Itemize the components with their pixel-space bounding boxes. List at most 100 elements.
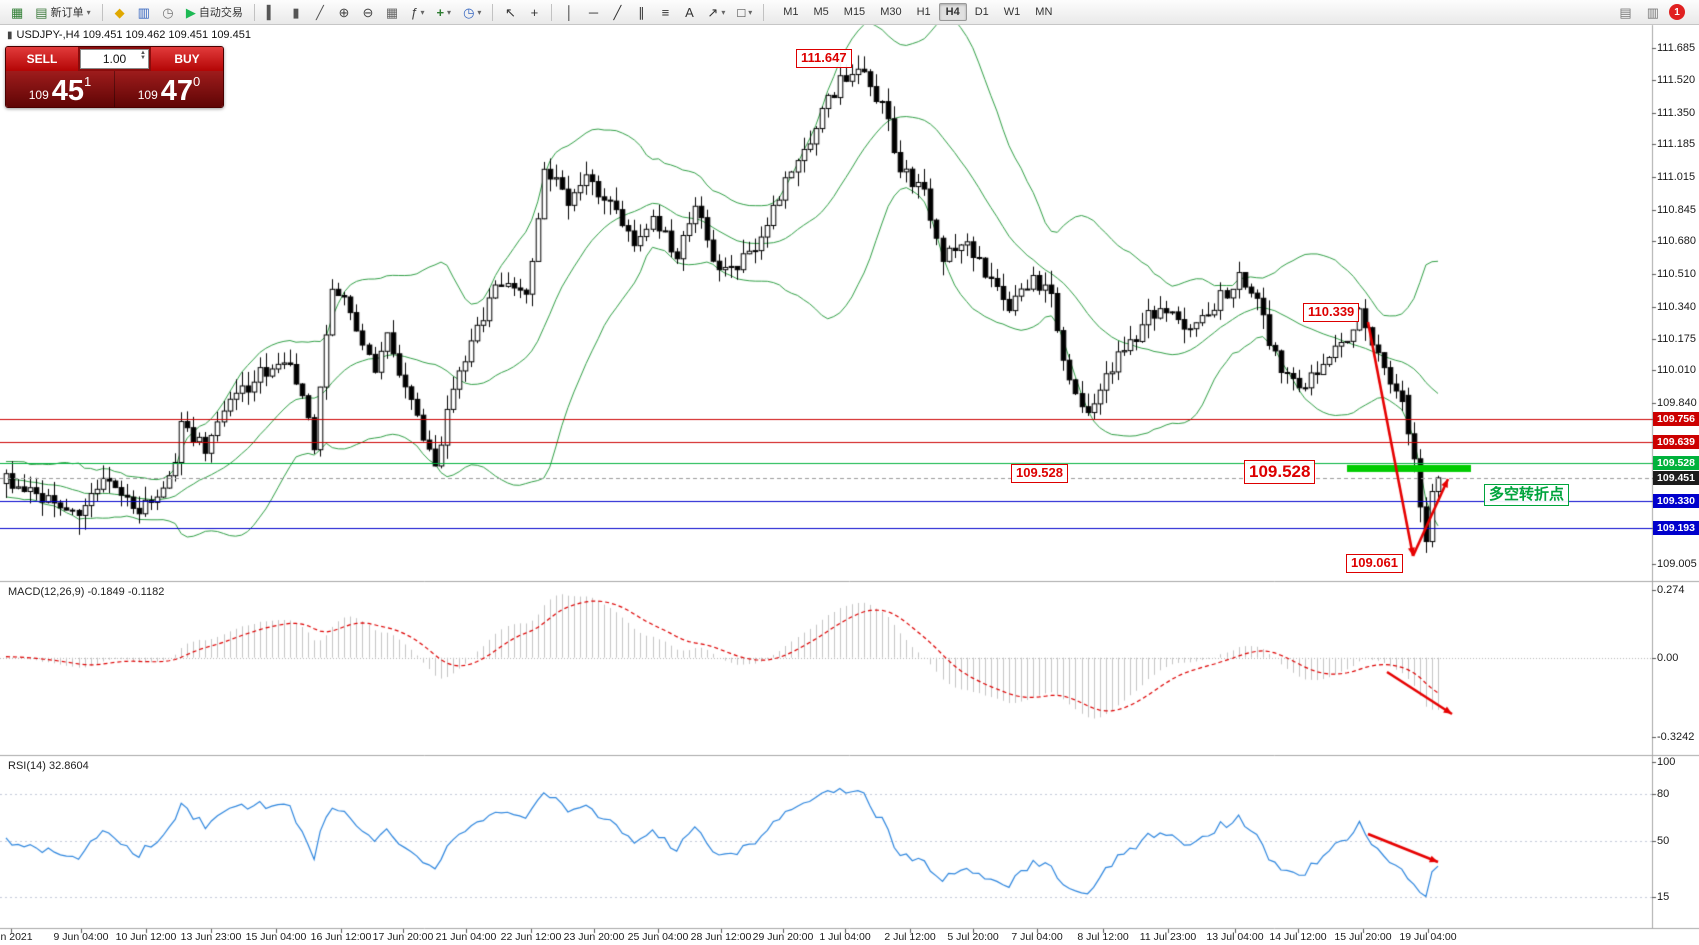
line-chart-icon: ╱: [315, 4, 324, 20]
cursor-icon: ↖: [504, 4, 516, 20]
notification-badge[interactable]: 1: [1669, 4, 1685, 20]
chevron-down-icon: ▾: [86, 7, 91, 17]
toolbar-separator: [763, 3, 765, 21]
timeframe-H1[interactable]: H1: [916, 6, 931, 18]
price-annotation[interactable]: 109.528: [1244, 460, 1316, 485]
candlestick-chart-icon: ▮: [292, 4, 300, 20]
timeframe-D1[interactable]: D1: [974, 6, 989, 18]
panel-icon: ▥: [1646, 4, 1659, 20]
timeframe-M30[interactable]: M30: [880, 6, 902, 18]
time-tick: 22 Jun 12:00: [500, 931, 562, 943]
auto-trading-button[interactable]: ▶ 自动交易: [181, 2, 248, 23]
timeframe-M1[interactable]: M1: [783, 6, 799, 18]
layout-button[interactable]: ▤: [1614, 2, 1636, 23]
line-chart-button[interactable]: ╱: [309, 2, 331, 23]
volume-stepper[interactable]: ▲ ▼: [140, 50, 146, 62]
buy-button[interactable]: BUY: [151, 47, 223, 71]
price-annotation[interactable]: 111.647: [796, 49, 852, 68]
toolbar-right-cluster: ▤ ▥ 1: [1614, 2, 1693, 23]
chart-window-button[interactable]: ▦: [6, 2, 28, 23]
price-tick: 111.185: [1657, 138, 1696, 151]
clock-icon: ◷: [162, 4, 174, 20]
macd-scale-tick: 0.274: [1657, 584, 1685, 597]
metaeditor-button[interactable]: ◆: [109, 2, 131, 23]
time-tick: 11 Jul 23:00: [1139, 931, 1197, 943]
text-annotation[interactable]: 多空转折点: [1484, 484, 1570, 506]
data-window-button[interactable]: ◷: [157, 2, 179, 23]
toolbar-separator: [492, 3, 494, 21]
zoom-in-button[interactable]: ⊕: [333, 2, 355, 23]
metaeditor-icon: ◆: [114, 4, 125, 20]
vertical-line-icon: │: [565, 4, 574, 20]
price-level-label: 109.756: [1653, 412, 1699, 427]
fibonacci-tool-button[interactable]: ≡: [654, 2, 676, 23]
time-tick: 1 Jul 04:00: [819, 931, 871, 943]
time-tick: 29 Jun 20:00: [752, 931, 814, 943]
tile-windows-button[interactable]: ▦: [381, 2, 403, 23]
trade-panel-price-row: 109 45 1 109 47 0: [6, 71, 223, 107]
timeframe-toolbar: M1 M5 M15 M30 H1 H4 D1 W1 MN: [776, 3, 1059, 21]
time-tick: 7 Jul 04:00: [1011, 931, 1063, 943]
time-tick: 2 Jul 12:00: [884, 931, 936, 943]
shapes-tool-button[interactable]: □ ▾: [732, 2, 757, 23]
bar-chart-button[interactable]: ▍: [261, 2, 283, 23]
market-watch-button[interactable]: ▥: [133, 2, 155, 23]
price-tick: 111.015: [1657, 170, 1696, 183]
periods-button[interactable]: ◷ ▾: [458, 2, 486, 23]
candle-chart-button[interactable]: ▮: [285, 2, 307, 23]
buy-price[interactable]: 109 47 0: [114, 71, 223, 107]
cursor-tool-button[interactable]: ↖: [499, 2, 521, 23]
time-tick: 25 Jun 04:00: [627, 931, 689, 943]
price-tick: 110.680: [1657, 235, 1696, 248]
time-tick: 15 Jun 04:00: [245, 931, 307, 943]
sell-price-big: 45: [51, 75, 85, 107]
buy-price-sup: 0: [193, 74, 201, 89]
time-tick: 10 Jun 12:00: [115, 931, 177, 943]
horizontal-line-tool-button[interactable]: ─: [582, 2, 604, 23]
main-toolbar: ▦ ▤ 新订单 ▾ ◆ ▥ ◷ ▶ 自动交易 ▍ ▮ ╱ ⊕ ⊖ ▦ ƒ ▾ +…: [0, 0, 1699, 25]
price-annotation[interactable]: 109.061: [1346, 554, 1403, 573]
text-icon: A: [685, 4, 694, 20]
channel-tool-button[interactable]: ∥: [630, 2, 652, 23]
chevron-down-icon: ▾: [477, 7, 482, 17]
sell-button[interactable]: SELL: [6, 47, 78, 71]
zoom-out-button[interactable]: ⊖: [357, 2, 379, 23]
plus-icon: +: [436, 4, 445, 20]
panel-button[interactable]: ▥: [1642, 2, 1664, 23]
text-tool-button[interactable]: A: [678, 2, 700, 23]
sell-price[interactable]: 109 45 1: [6, 71, 114, 107]
timeframe-MN[interactable]: MN: [1035, 6, 1053, 18]
volume-input[interactable]: 1.00 ▲ ▼: [80, 49, 149, 69]
price-annotation[interactable]: 110.339: [1303, 303, 1360, 322]
time-tick: 5 Jul 20:00: [947, 931, 999, 943]
indicators-button[interactable]: ƒ ▾: [405, 2, 429, 23]
rsi-scale-tick: 15: [1657, 891, 1670, 904]
price-level-label: 109.193: [1653, 520, 1699, 535]
crosshair-tool-button[interactable]: +: [523, 2, 545, 23]
timeframe-W1[interactable]: W1: [1003, 6, 1021, 18]
macd-indicator-label: MACD(12,26,9) -0.1849 -0.1182: [8, 586, 165, 598]
new-order-button[interactable]: ▤ 新订单 ▾: [30, 2, 95, 23]
timeframe-M15[interactable]: M15: [843, 6, 866, 18]
timeframe-M5[interactable]: M5: [813, 6, 829, 18]
time-tick: 17 Jun 20:00: [372, 931, 434, 943]
trendline-tool-button[interactable]: ╱: [606, 2, 628, 23]
tile-windows-icon: ▦: [385, 4, 399, 20]
timeframe-H4[interactable]: H4: [938, 3, 967, 21]
arrows-tool-button[interactable]: ↗ ▾: [702, 2, 730, 23]
symbol-ohlc-readout: ▮ USDJPY-,H4 109.451 109.462 109.451 109…: [7, 29, 251, 41]
vertical-line-tool-button[interactable]: │: [558, 2, 580, 23]
new-chart-button[interactable]: + ▾: [431, 2, 456, 23]
symbol-ohlc-text: USDJPY-,H4 109.451 109.462 109.451 109.4…: [16, 29, 251, 41]
auto-trading-label: 自动交易: [198, 7, 243, 19]
time-tick: 9 Jun 04:00: [53, 931, 109, 943]
price-annotation[interactable]: 109.528: [1011, 464, 1068, 483]
chevron-down-icon: ▾: [721, 7, 726, 17]
chart-mini-icon: ▮: [7, 29, 13, 41]
bar-chart-icon: ▍: [266, 4, 277, 20]
chevron-down-icon: ▾: [447, 7, 452, 17]
